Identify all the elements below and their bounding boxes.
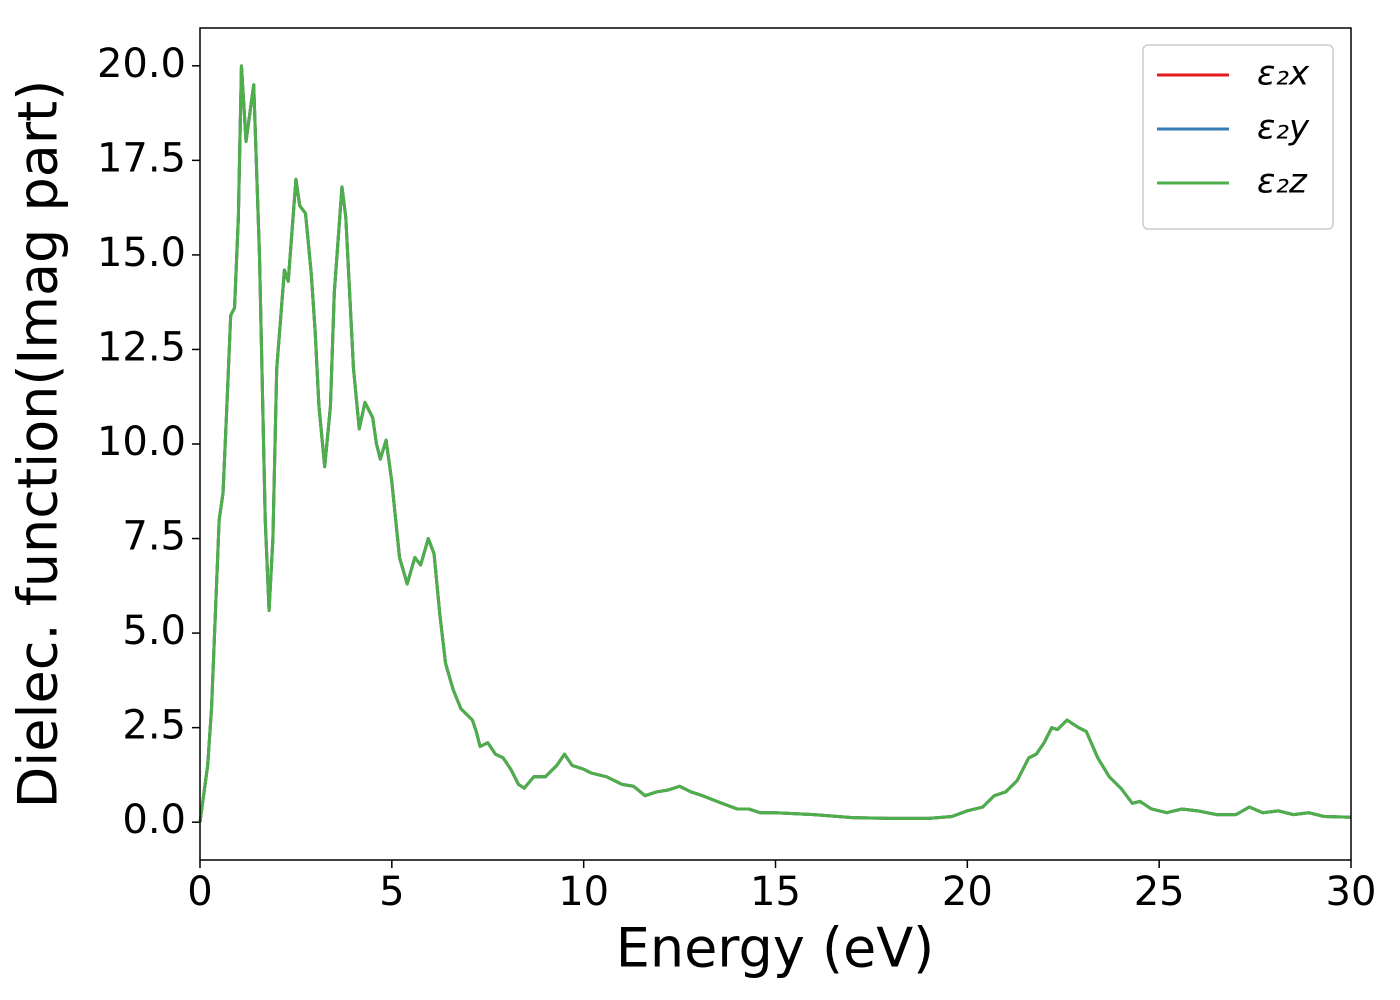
y-tick-label: 0.0	[122, 797, 186, 843]
legend-label: ε₂x	[1257, 54, 1310, 94]
x-axis-label: Energy (eV)	[616, 917, 935, 980]
x-tick-label: 15	[750, 869, 801, 915]
x-tick-label: 25	[1134, 869, 1185, 915]
y-tick-label: 17.5	[97, 135, 186, 181]
y-axis-label: Dielec. function(Imag part)	[7, 80, 70, 809]
plot-frame	[199, 27, 1352, 861]
y-tick-label: 5.0	[122, 608, 186, 654]
y-tick-label: 15.0	[97, 230, 186, 276]
series-line	[198, 64, 1352, 823]
x-tick-label: 0	[187, 869, 212, 915]
y-tick-label: 7.5	[122, 514, 186, 560]
x-tick-label: 30	[1326, 869, 1377, 915]
legend-label: ε₂y	[1257, 108, 1310, 148]
x-tick-label: 10	[558, 869, 609, 915]
y-tick-label: 20.0	[97, 41, 186, 87]
x-tick-label: 20	[942, 869, 993, 915]
y-tick-label: 2.5	[122, 703, 186, 749]
y-tick-label: 12.5	[97, 324, 186, 370]
legend-label: ε₂z	[1257, 162, 1308, 202]
x-tick-label: 5	[379, 869, 404, 915]
y-tick-label: 10.0	[97, 419, 186, 465]
